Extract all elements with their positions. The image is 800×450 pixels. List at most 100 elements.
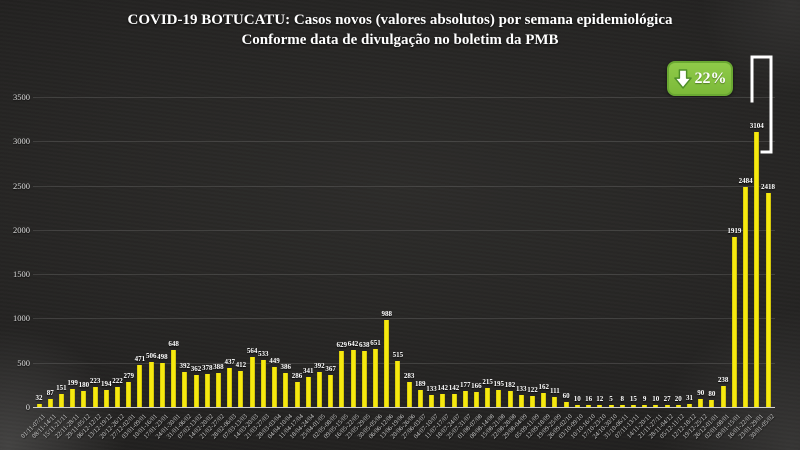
bar xyxy=(417,390,423,407)
bar xyxy=(159,362,165,407)
bar xyxy=(294,381,300,407)
chart-title-line1: COVID-19 BOTUCATU: Casos novos (valores … xyxy=(127,12,673,28)
bar-value-label: 20 xyxy=(674,395,682,403)
bar-value-label: 341 xyxy=(302,366,314,375)
bar xyxy=(530,396,535,407)
bar-value-label: 362 xyxy=(190,364,202,373)
bar xyxy=(47,399,53,407)
bar-value-label: 223 xyxy=(89,377,101,386)
bar-value-label: 32 xyxy=(35,394,43,403)
bar xyxy=(215,372,221,407)
bar xyxy=(81,391,87,407)
bar-value-label: 506 xyxy=(145,352,157,361)
bar xyxy=(384,319,390,407)
bar-value-label: 279 xyxy=(123,372,134,381)
bar xyxy=(675,405,681,407)
y-tick-label: 1000 xyxy=(13,313,30,324)
chart-title-line2: Conforme data de divulgação no boletim d… xyxy=(241,32,559,48)
bar-value-label: 629 xyxy=(336,341,348,350)
bar-value-label: 189 xyxy=(415,380,426,389)
bar-value-label: 286 xyxy=(291,371,303,380)
bar xyxy=(395,361,401,407)
bar-value-label: 10 xyxy=(652,395,660,403)
bar-value-label: 215 xyxy=(482,378,493,386)
bar xyxy=(316,372,322,407)
bar xyxy=(440,394,446,407)
y-tick-label: 3000 xyxy=(13,136,30,147)
bar-value-label: 238 xyxy=(717,375,729,384)
bar-value-label: 437 xyxy=(224,358,235,367)
bar xyxy=(630,405,636,407)
bar-value-label: 988 xyxy=(381,309,392,318)
bar-value-label: 388 xyxy=(213,362,224,371)
bar xyxy=(496,389,502,407)
bar xyxy=(339,351,345,407)
gridline xyxy=(33,318,775,320)
bar-value-label: 515 xyxy=(392,351,404,360)
bar xyxy=(103,389,109,407)
bar xyxy=(227,368,233,407)
bar-value-label: 12 xyxy=(596,395,604,403)
bar xyxy=(608,405,614,407)
bar xyxy=(204,373,210,407)
bar-value-label: 31 xyxy=(686,394,693,403)
bar-value-label: 3104 xyxy=(749,122,764,131)
bar-value-label: 177 xyxy=(459,381,471,390)
bar-value-label: 16 xyxy=(585,395,593,403)
bar xyxy=(619,405,625,407)
bar-value-label: 80 xyxy=(708,389,716,398)
bar xyxy=(642,405,648,407)
bar xyxy=(193,374,199,407)
bar-value-label: 638 xyxy=(358,340,370,349)
arrow-down-icon xyxy=(673,68,692,89)
bar xyxy=(552,397,558,407)
bar-value-label: 10 xyxy=(573,395,581,403)
bar-value-label: 194 xyxy=(101,379,112,388)
bar xyxy=(765,192,771,407)
bar-value-label: 386 xyxy=(280,362,291,371)
bar-value-label: 133 xyxy=(426,385,437,394)
bar xyxy=(328,374,334,407)
bar xyxy=(653,405,659,407)
bar-value-label: 651 xyxy=(370,339,381,348)
bar xyxy=(586,405,592,407)
bar xyxy=(148,362,154,407)
bar-value-label: 5 xyxy=(609,395,613,403)
x-axis-line xyxy=(33,407,775,408)
bar xyxy=(731,237,737,407)
bar xyxy=(283,372,289,407)
bar-value-label: 142 xyxy=(448,384,460,393)
bar-value-label: 133 xyxy=(516,385,527,394)
bar-value-label: 162 xyxy=(538,382,549,391)
bar-value-label: 564 xyxy=(246,347,258,355)
bar-value-label: 182 xyxy=(504,380,516,389)
bar xyxy=(720,385,726,407)
percent-change-badge: 22% xyxy=(667,61,733,96)
gridline xyxy=(33,141,775,143)
y-tick-label: 1500 xyxy=(13,269,30,280)
bar xyxy=(260,359,266,407)
bar-value-label: 180 xyxy=(78,381,90,390)
bar xyxy=(238,370,244,407)
bar xyxy=(709,399,715,407)
bar-value-label: 142 xyxy=(437,384,449,393)
bar-value-label: 2484 xyxy=(738,177,753,185)
bar-value-label: 412 xyxy=(235,360,247,369)
bar xyxy=(597,405,603,407)
bar-value-label: 9 xyxy=(642,395,647,403)
gridline xyxy=(33,97,775,98)
bar xyxy=(462,391,468,407)
bar-value-label: 87 xyxy=(46,389,54,398)
bar-value-label: 199 xyxy=(67,379,78,388)
bar xyxy=(574,405,580,407)
bar-value-label: 449 xyxy=(269,357,280,366)
bar-value-label: 166 xyxy=(471,382,482,391)
bar xyxy=(563,401,569,407)
bar xyxy=(687,404,692,407)
bar xyxy=(451,394,457,407)
bar xyxy=(485,388,491,407)
gridline xyxy=(33,229,775,231)
bar-value-label: 15 xyxy=(629,395,637,403)
